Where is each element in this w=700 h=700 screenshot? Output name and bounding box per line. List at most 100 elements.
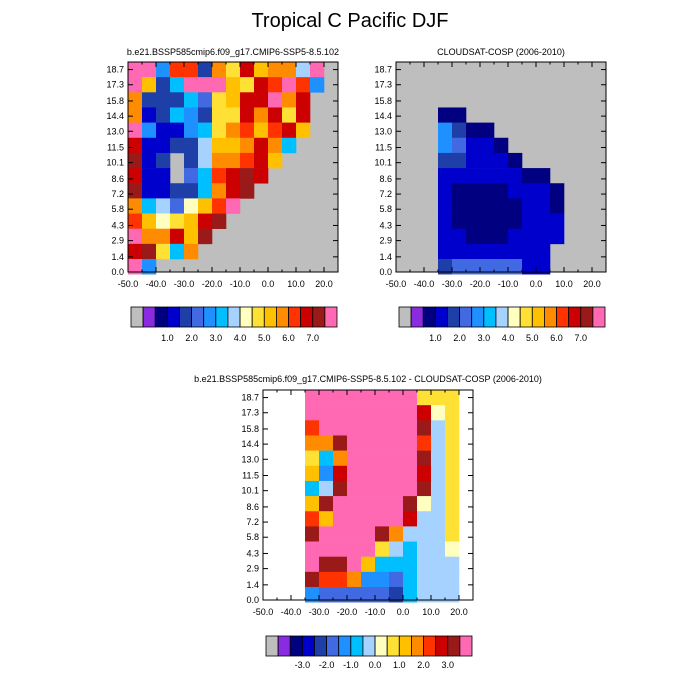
heatmap-cell [347, 465, 362, 482]
y-tick-label: 17.3 [106, 80, 124, 90]
heatmap-cell [184, 107, 199, 123]
heatmap-cell [305, 390, 320, 406]
heatmap-cell [361, 556, 376, 573]
y-tick-label: 14.4 [241, 439, 259, 449]
colorbar-box [471, 306, 485, 328]
heatmap-cell [494, 198, 509, 214]
heatmap-cell [389, 405, 404, 421]
heatmap-cell [438, 122, 453, 139]
heatmap-cell [508, 213, 523, 230]
heatmap-cell [198, 198, 213, 214]
heatmap-cell [296, 107, 311, 123]
y-tick-label: 17.3 [374, 80, 392, 90]
heatmap-cell [226, 107, 241, 123]
heatmap-cell [403, 541, 418, 558]
heatmap-cell [403, 496, 418, 512]
x-tick-label: -40.0 [146, 279, 167, 289]
colorbar-box [374, 635, 388, 657]
heatmap-cell [305, 587, 320, 603]
heatmap-cell [466, 152, 481, 169]
heatmap-cell [417, 390, 432, 406]
y-tick-label: 14.4 [106, 111, 124, 121]
heatmap-cell [480, 259, 495, 275]
colorbar-box [592, 306, 606, 328]
heatmap-cell [156, 183, 171, 199]
heatmap-cell [508, 243, 523, 260]
heatmap-cell [375, 526, 390, 542]
heatmap-cell [438, 137, 453, 154]
colorbar-label: 5.0 [526, 333, 539, 343]
heatmap-cell [240, 168, 255, 184]
colorbar-box [459, 635, 473, 657]
colorbar-box [142, 306, 156, 328]
heatmap-cell [319, 480, 334, 497]
y-tick-label: 7.2 [379, 189, 392, 199]
x-tick-label: -10.0 [365, 607, 386, 617]
heatmap-cell [445, 405, 460, 421]
heatmap-cell [522, 243, 537, 260]
heatmap-cell [445, 420, 460, 436]
heatmap-cell [347, 571, 362, 588]
colorbar-box [276, 306, 289, 328]
heatmap-cell [445, 465, 460, 482]
y-tick-label: 17.3 [241, 408, 259, 418]
colorbar-box [531, 306, 545, 328]
heatmap-cell [452, 168, 467, 184]
heatmap-cell [212, 77, 227, 93]
heatmap-cell [431, 405, 446, 421]
heatmap-cell [156, 107, 171, 123]
heatmap-cell [254, 77, 269, 93]
heatmap-cell [389, 390, 404, 406]
panel-title: CLOUDSAT-COSP (2006-2010) [437, 47, 565, 57]
colorbar-box [398, 635, 412, 657]
heatmap-cell [466, 198, 481, 214]
heatmap-cell [240, 107, 255, 123]
x-tick-label: 20.0 [583, 279, 601, 289]
heatmap-cell [452, 137, 467, 154]
heatmap-cell [319, 465, 334, 482]
heatmap-cell [142, 213, 157, 230]
heatmap-cell [142, 228, 157, 245]
colorbar-box [495, 306, 509, 328]
heatmap-cell [389, 465, 404, 482]
heatmap-cell [226, 122, 241, 139]
colorbar-label: 1.0 [393, 660, 406, 670]
colorbar-box [423, 635, 437, 657]
heatmap-cell [310, 77, 325, 93]
heatmap-cell [403, 480, 418, 497]
colorbar-box [410, 306, 424, 328]
heatmap-cell [480, 228, 495, 245]
y-tick-label: 8.6 [379, 174, 392, 184]
heatmap-cell [431, 571, 446, 588]
heatmap-cell [212, 137, 227, 154]
y-tick-label: 10.1 [374, 158, 392, 168]
colorbar-box [362, 635, 376, 657]
heatmap-panel-2: CLOUDSAT-COSP (2006-2010) -50.0 -40.0 -30.0… [374, 47, 607, 343]
heatmap-cell [347, 450, 362, 467]
heatmap-cell [142, 152, 157, 169]
colorbar-box [203, 306, 217, 328]
heatmap-cell [536, 168, 551, 184]
heatmap-cell [170, 137, 185, 154]
y-tick-label: 0.0 [246, 595, 259, 605]
heatmap-cell [226, 152, 241, 169]
heatmap-cell [142, 62, 157, 78]
heatmap-cell [282, 107, 297, 123]
y-tick-label: 4.3 [111, 220, 124, 230]
heatmap-cell [198, 77, 213, 93]
heatmap-cell [403, 571, 418, 588]
heatmap-cell [375, 556, 390, 573]
heatmap-cell [452, 243, 467, 260]
heatmap-cell [310, 62, 325, 78]
heatmap-cell [128, 228, 143, 245]
x-tick-label: -30.0 [442, 279, 463, 289]
heatmap-cell [319, 496, 334, 512]
heatmap-cell [361, 526, 376, 542]
heatmap-cell [466, 183, 481, 199]
heatmap-cell [445, 587, 460, 603]
heatmap-cell [480, 122, 495, 139]
heatmap-cell [156, 137, 171, 154]
heatmap-cell [305, 405, 320, 421]
heatmap-cell [128, 77, 143, 93]
